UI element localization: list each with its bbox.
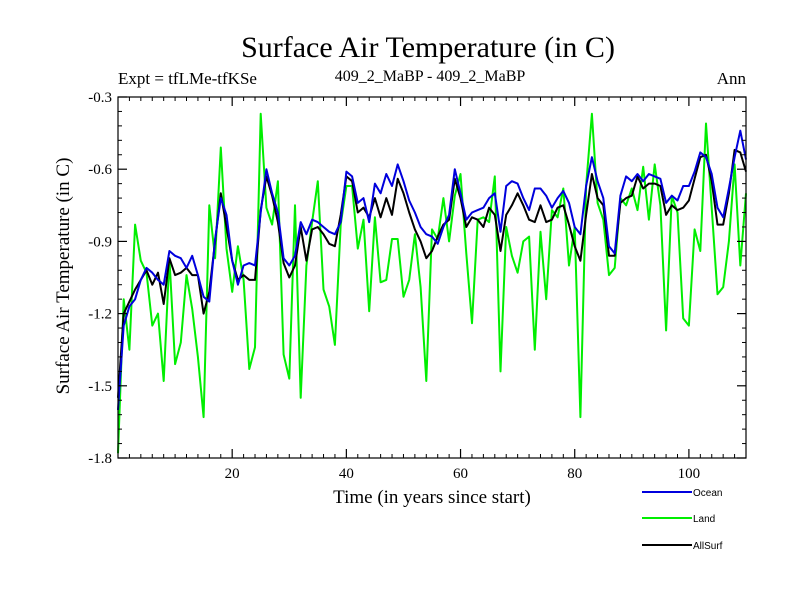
chart-title: Surface Air Temperature (in C) [241,31,615,64]
subtitle-left: Expt = tfLMe-tfKSe [118,69,257,88]
plot-frame [117,96,747,459]
subtitle-right: Ann [717,69,747,88]
y-tick-label: -0.9 [88,234,112,250]
series-line-ocean [117,129,747,410]
legend-label-allsurf: AllSurf [693,541,723,552]
legend: Ocean Land AllSurf [642,488,723,552]
y-tick-label: -1.2 [88,307,112,323]
x-tick-label: 60 [453,466,468,482]
x-tick-label: 80 [567,466,582,482]
legend-label-ocean: Ocean [693,488,722,499]
y-tick-label: -0.6 [88,162,112,178]
x-axis-label: Time (in years since start) [333,487,531,508]
legend-label-land: Land [693,514,715,525]
y-tick-label: -0.3 [88,90,112,106]
x-tick-label: 100 [678,466,701,482]
series-group [117,112,747,454]
y-axis-label: Surface Air Temperature (in C) [53,158,74,395]
axes-group: 20 40 60 80 100 -1.8 -1.5 -1.2 -0.9 -0.6 -0.3 [88,90,747,482]
series-line-land [117,112,747,454]
subtitle-center: 409_2_MaBP - 409_2_MaBP [335,68,526,85]
y-tick-label: -1.5 [88,379,112,395]
y-tick-label: -1.8 [88,451,112,467]
x-tick-label: 20 [225,466,240,482]
x-tick-label: 40 [339,466,354,482]
